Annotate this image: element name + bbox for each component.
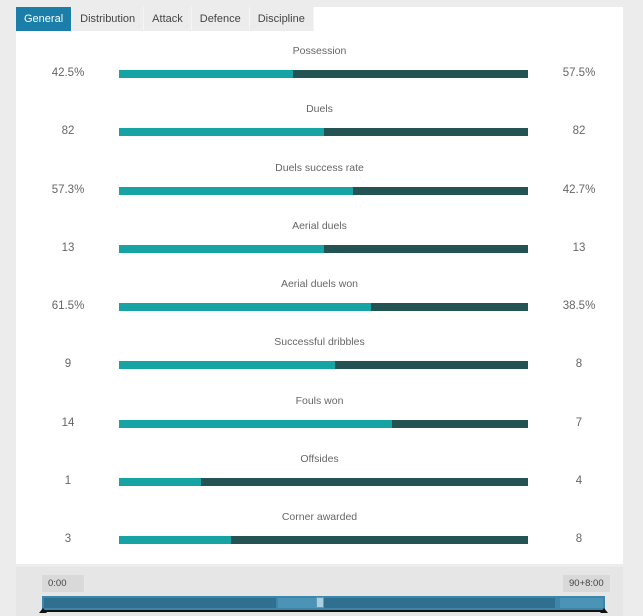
stat-away-value: 13 — [572, 241, 586, 254]
stat-row-aerial-duels: Aerial duels 13 13 — [16, 206, 623, 264]
stat-comparison-bar — [119, 303, 528, 312]
tab-defence[interactable]: Defence — [191, 7, 250, 31]
timeline-second-half-stoppage-band — [560, 598, 603, 608]
stat-row-corner-awarded: Corner awarded 3 8 — [16, 497, 623, 555]
timeline-range-slider[interactable] — [39, 596, 608, 613]
stat-title: Possession — [292, 45, 347, 57]
stat-title: Aerial duels won — [280, 278, 359, 291]
stat-row-duels-success-rate: Duels success rate 57.3% 42.7% — [16, 148, 623, 206]
stat-comparison-bar — [119, 186, 528, 195]
stat-title: Successful dribbles — [274, 336, 365, 349]
tab-attack[interactable]: Attack — [144, 7, 192, 31]
stat-home-fill — [119, 244, 324, 253]
stat-row-aerial-duels-won: Aerial duels won 61.5% 38.5% — [16, 264, 623, 322]
stat-home-fill — [119, 70, 293, 78]
stat-home-value: 57.3% — [51, 183, 85, 196]
timeline-start-label: 0:00 — [42, 575, 84, 592]
stat-away-value: 82 — [572, 125, 586, 138]
stat-comparison-bar — [119, 478, 528, 487]
stat-home-fill — [119, 303, 371, 312]
stat-home-value: 82 — [61, 125, 75, 138]
stat-title: Duels success rate — [275, 161, 364, 174]
stat-row-possession: Possession 42.5% 57.5% — [16, 31, 623, 89]
timeline-end-handle[interactable] — [600, 608, 608, 613]
stat-away-value: 8 — [575, 533, 583, 546]
timeline-first-half-band — [44, 598, 276, 608]
stat-home-fill — [119, 361, 336, 370]
timeline-end-label: 90+8:00 — [563, 575, 610, 592]
stat-home-value: 9 — [64, 358, 72, 371]
stat-comparison-bar — [119, 361, 528, 370]
stat-away-value: 38.5% — [562, 300, 596, 313]
stat-comparison-bar — [119, 419, 528, 428]
stat-row-duels: Duels 82 82 — [16, 89, 623, 147]
stat-home-fill — [119, 478, 201, 487]
stat-home-value: 1 — [64, 475, 72, 488]
match-stats-panel: General Distribution Attack Defence Disc… — [16, 7, 623, 564]
stat-home-value: 42.5% — [51, 67, 85, 79]
stat-away-value: 42.7% — [562, 183, 596, 196]
tab-distribution[interactable]: Distribution — [72, 7, 145, 31]
stat-home-fill — [119, 536, 231, 545]
stat-away-value: 8 — [575, 358, 583, 371]
stat-home-fill — [119, 128, 324, 137]
stat-home-value: 3 — [64, 533, 72, 546]
timeline-second-half-band — [323, 598, 555, 608]
stat-away-value: 7 — [575, 416, 583, 429]
stat-title: Duels — [306, 103, 333, 116]
stat-row-successful-dribbles: Successful dribbles 9 8 — [16, 322, 623, 380]
tab-general[interactable]: General — [16, 7, 73, 31]
stat-home-fill — [119, 186, 354, 195]
tab-discipline[interactable]: Discipline — [249, 7, 314, 31]
stat-comparison-bar — [119, 70, 528, 78]
stats-tabs: General Distribution Attack Defence Disc… — [16, 7, 314, 31]
stat-row-offsides: Offsides 1 4 — [16, 439, 623, 497]
timeline-baseline — [42, 610, 605, 612]
stat-title: Corner awarded — [281, 511, 358, 524]
stat-title: Fouls won — [295, 394, 344, 407]
stat-row-fouls-won: Fouls won 14 7 — [16, 381, 623, 439]
stat-comparison-bar — [119, 536, 528, 545]
match-timeline: 0:00 90+8:00 — [16, 567, 623, 616]
timeline-halftime-handle[interactable] — [316, 597, 324, 608]
stats-list: Possession 42.5% 57.5% Duels 82 82 Duels… — [16, 31, 623, 556]
stat-title: Aerial duels — [292, 219, 347, 232]
stat-home-fill — [119, 419, 392, 428]
stat-comparison-bar — [119, 244, 528, 253]
timeline-first-half-stoppage-band — [278, 598, 316, 608]
stat-home-value: 14 — [61, 416, 75, 429]
stat-home-value: 61.5% — [51, 300, 85, 313]
stat-away-value: 57.5% — [562, 67, 596, 79]
timeline-start-handle[interactable] — [39, 608, 47, 613]
stat-comparison-bar — [119, 128, 528, 137]
stat-away-value: 4 — [575, 475, 583, 488]
stat-home-value: 13 — [61, 241, 75, 254]
stat-title: Offsides — [300, 453, 339, 466]
